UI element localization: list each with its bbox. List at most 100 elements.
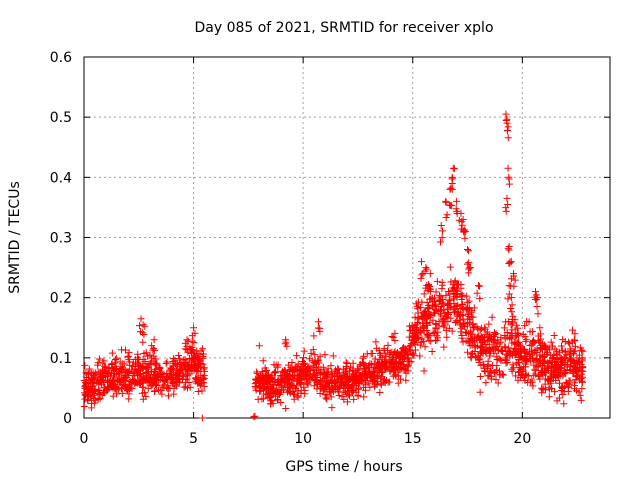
data-point (488, 344, 496, 352)
data-point (511, 326, 519, 334)
data-point (578, 357, 586, 365)
data-point (110, 380, 118, 388)
data-point (545, 393, 553, 401)
data-point (492, 330, 500, 338)
data-point (475, 282, 482, 290)
data-point (487, 375, 495, 383)
data-point (490, 369, 498, 377)
data-point (454, 301, 462, 309)
axis-ticks: 0 5 10 15 20 0 0.1 0.2 0.3 0.4 0.5 0.6 (50, 50, 610, 447)
data-point (168, 373, 176, 381)
data-point (315, 318, 323, 326)
data-point (200, 382, 208, 390)
data-point (329, 385, 337, 393)
data-point (474, 354, 482, 362)
data-point (277, 372, 285, 380)
data-point (181, 355, 189, 363)
data-point (445, 296, 453, 304)
data-point (450, 295, 458, 303)
data-point (438, 285, 446, 293)
data-point (179, 371, 187, 379)
data-point (528, 378, 536, 386)
data-point (337, 378, 345, 386)
data-point (444, 288, 452, 296)
data-point (464, 247, 472, 255)
data-point (508, 308, 516, 316)
data-point (277, 379, 285, 387)
data-point (282, 338, 290, 346)
data-point (431, 294, 439, 302)
data-point (313, 385, 321, 393)
data-point (466, 264, 474, 272)
data-point (190, 353, 198, 361)
data-point (262, 366, 270, 374)
data-point (87, 393, 95, 401)
data-point (504, 295, 512, 303)
data-point (198, 387, 206, 395)
data-point (457, 328, 465, 336)
data-point (387, 367, 395, 375)
data-point (146, 373, 154, 381)
data-point (327, 393, 335, 401)
data-point (80, 403, 88, 411)
data-point (294, 393, 302, 401)
data-point (522, 336, 530, 344)
data-point (444, 305, 452, 313)
data-point (354, 392, 362, 400)
y-tick-label: 0.1 (50, 351, 72, 367)
data-point (176, 355, 184, 363)
data-point (449, 175, 457, 183)
data-point (522, 349, 530, 357)
data-point (144, 384, 152, 392)
data-point (173, 376, 181, 384)
data-point (343, 379, 351, 387)
data-point (549, 371, 557, 379)
data-point (309, 346, 317, 354)
data-point (85, 386, 93, 394)
data-point (401, 365, 409, 373)
data-point (314, 367, 322, 375)
data-point (338, 372, 346, 380)
data-point (380, 345, 388, 353)
data-point (504, 123, 512, 131)
data-point (476, 373, 484, 381)
data-point (421, 343, 429, 351)
data-point (186, 383, 194, 391)
data-point (371, 355, 379, 363)
data-point (374, 378, 382, 386)
data-point (152, 355, 160, 363)
data-point (195, 364, 203, 372)
data-point (458, 218, 466, 226)
data-point (438, 278, 446, 286)
data-point (460, 228, 468, 236)
data-point (105, 377, 113, 385)
data-point (152, 381, 160, 389)
data-point (176, 365, 184, 373)
data-point (559, 391, 567, 399)
data-point (181, 339, 189, 347)
data-point (402, 369, 410, 377)
data-point (270, 390, 278, 398)
data-point (335, 383, 343, 391)
data-point (519, 331, 527, 339)
data-point (425, 282, 433, 290)
data-point (477, 361, 485, 369)
data-point (188, 337, 196, 345)
data-point (549, 355, 557, 363)
x-tick-label: 10 (294, 431, 312, 447)
data-point (170, 390, 178, 398)
data-point (537, 344, 545, 352)
data-point (162, 360, 170, 368)
data-point (354, 366, 362, 374)
data-point (259, 395, 267, 403)
data-point (316, 390, 324, 398)
data-point (118, 366, 126, 374)
data-point (197, 378, 205, 386)
data-point (388, 358, 396, 366)
data-point (200, 350, 208, 358)
data-point (523, 358, 531, 366)
data-point (442, 291, 450, 299)
data-point (151, 368, 159, 376)
data-point (521, 322, 529, 330)
data-point (167, 366, 175, 374)
